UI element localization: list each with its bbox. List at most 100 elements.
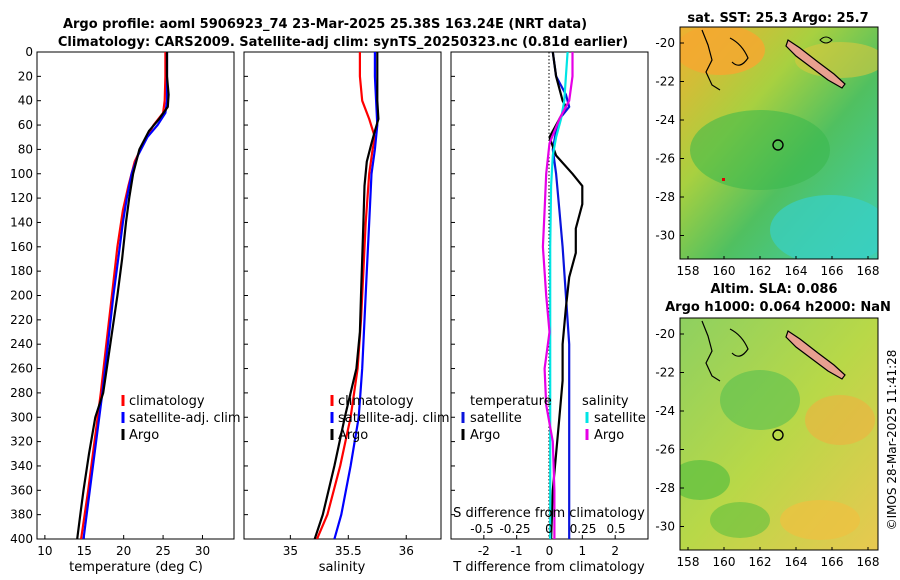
depth-tick-label: 80 bbox=[18, 142, 33, 156]
lat-tick-label: -22 bbox=[655, 75, 675, 89]
lon-tick-label: 160 bbox=[713, 264, 736, 278]
legend-label: satellite bbox=[470, 411, 522, 426]
sst-map-frame bbox=[679, 26, 879, 260]
x-tick-label: 20 bbox=[116, 544, 131, 558]
depth-tick-labels: 0 20 40 60 80 100 120 140 160 180 200 220 240 260 280 3… bbox=[10, 45, 455, 546]
depth-tick-label: 120 bbox=[10, 191, 33, 205]
temperature-x-ticks: 10 15 20 25 30 bbox=[37, 535, 210, 558]
depth-tick-label: 200 bbox=[10, 289, 33, 303]
legend-label: Argo bbox=[129, 428, 159, 443]
temperature-legend: climatology satellite-adj. clim Argo bbox=[121, 394, 241, 443]
temperature-series bbox=[76, 52, 170, 539]
depth-tick-label: 140 bbox=[10, 215, 33, 229]
lon-tick-label: 162 bbox=[749, 555, 772, 569]
title-line-1: Argo profile: aoml 5906923_74 23-Mar-202… bbox=[63, 17, 587, 32]
x-tick-label: -2 bbox=[478, 544, 490, 558]
reef-contour-4 bbox=[729, 328, 749, 357]
lon-tick-label: 164 bbox=[785, 264, 808, 278]
series-line-argo bbox=[313, 52, 380, 539]
depth-tick-label: 320 bbox=[10, 435, 33, 449]
s-diff-tick-label: 0.5 bbox=[606, 522, 625, 536]
s-difference-label: S difference from climatology bbox=[453, 506, 645, 521]
argo-location-marker bbox=[772, 139, 784, 151]
depth-tick-label: 60 bbox=[18, 118, 33, 132]
s-diff-tick-label: 0.25 bbox=[570, 522, 597, 536]
series-line-satellite-adj-clim bbox=[333, 52, 379, 539]
sla-map-ticks: 158 160 162 164 166 168 -20 -22 -24 -26 -28 -30 bbox=[655, 327, 879, 569]
lon-tick-label: 166 bbox=[821, 555, 844, 569]
series-line-s-argo bbox=[541, 52, 574, 539]
new-caledonia-outline-2 bbox=[785, 330, 846, 380]
series-line-t-satellite bbox=[551, 52, 571, 539]
lon-tick-label: 160 bbox=[713, 555, 736, 569]
depth-tick-label: 160 bbox=[10, 240, 33, 254]
legend-title-temperature: temperature bbox=[470, 394, 552, 409]
s-diff-tick-label: -0.5 bbox=[470, 522, 493, 536]
depth-tick-label: 240 bbox=[10, 337, 33, 351]
lon-tick-label: 168 bbox=[857, 264, 880, 278]
x-tick-label: 1 bbox=[579, 544, 587, 558]
lat-tick-label: -20 bbox=[655, 36, 675, 50]
sla-map-title-1: Altim. SLA: 0.086 bbox=[711, 282, 838, 297]
lat-tick-label: -24 bbox=[655, 113, 675, 127]
legend-label: climatology bbox=[338, 394, 414, 409]
x-tick-label: 10 bbox=[37, 544, 52, 558]
depth-tick-label: 380 bbox=[10, 508, 33, 522]
x-tick-label: 25 bbox=[155, 544, 170, 558]
legend-label: Argo bbox=[594, 428, 624, 443]
lon-tick-label: 158 bbox=[677, 264, 700, 278]
legend-title-salinity: salinity bbox=[582, 394, 629, 409]
depth-tick-label: 220 bbox=[10, 313, 33, 327]
x-tick-label: 30 bbox=[195, 544, 210, 558]
lon-tick-label: 166 bbox=[821, 264, 844, 278]
lat-tick-label: -28 bbox=[655, 190, 675, 204]
difference-series bbox=[541, 52, 584, 539]
series-line-argo bbox=[76, 52, 170, 539]
legend-label: climatology bbox=[129, 394, 205, 409]
temperature-axes bbox=[36, 51, 235, 540]
lat-tick-label: -20 bbox=[655, 327, 675, 341]
sst-cold-patch bbox=[770, 195, 878, 259]
series-line-climatology bbox=[315, 52, 376, 539]
lon-tick-label: 164 bbox=[785, 555, 808, 569]
x-tick-label: 36 bbox=[399, 544, 414, 558]
x-tick-label: 2 bbox=[611, 544, 619, 558]
reef-contour bbox=[701, 29, 721, 91]
island-contour bbox=[819, 36, 833, 44]
sla-map-frame bbox=[679, 317, 879, 551]
x-tick-label: 35.5 bbox=[335, 544, 362, 558]
x-tick-label: 0 bbox=[546, 544, 554, 558]
lat-tick-label: -30 bbox=[655, 520, 675, 534]
salinity-xlabel: salinity bbox=[319, 560, 366, 575]
new-caledonia-outline bbox=[785, 39, 846, 89]
depth-tick-label: 280 bbox=[10, 386, 33, 400]
lat-tick-label: -22 bbox=[655, 366, 675, 380]
depth-tick-label: 260 bbox=[10, 362, 33, 376]
x-tick-label: -1 bbox=[511, 544, 523, 558]
s-diff-tick-label: 0 bbox=[545, 522, 553, 536]
lon-tick-label: 168 bbox=[857, 555, 880, 569]
sst-map bbox=[680, 27, 878, 259]
depth-tick-label: 100 bbox=[10, 167, 33, 181]
reef-contour-3 bbox=[701, 320, 721, 382]
depth-tick-label: 40 bbox=[18, 94, 33, 108]
imos-timestamp: ©IMOS 28-Mar-2025 11:41:28 bbox=[885, 350, 899, 531]
lat-tick-label: -30 bbox=[655, 229, 675, 243]
sst-map-ticks: 158 160 162 164 166 168 -20 -22 -24 -26 -28 -30 bbox=[655, 36, 879, 278]
legend-label: satellite-adj. clim bbox=[129, 411, 241, 426]
x-tick-label: 15 bbox=[77, 544, 92, 558]
s-diff-tick-label: -0.25 bbox=[499, 522, 530, 536]
series-line-climatology bbox=[80, 52, 167, 539]
sst-cool-patch bbox=[690, 110, 830, 190]
lon-tick-label: 162 bbox=[749, 264, 772, 278]
depth-tick-label: 180 bbox=[10, 264, 33, 278]
sst-map-title: sat. SST: 25.3 Argo: 25.7 bbox=[687, 11, 868, 26]
salinity-legend: climatology satellite-adj. clim Argo bbox=[330, 394, 450, 443]
sla-low-patch bbox=[680, 460, 730, 500]
sla-low-patch-3 bbox=[710, 502, 770, 538]
depth-tick-label: 340 bbox=[10, 459, 33, 473]
s-difference-tick-labels: -0.5 -0.25 0 0.25 0.5 bbox=[470, 522, 625, 536]
temperature-xlabel: temperature (deg C) bbox=[69, 560, 203, 575]
lat-tick-label: -26 bbox=[655, 152, 675, 166]
